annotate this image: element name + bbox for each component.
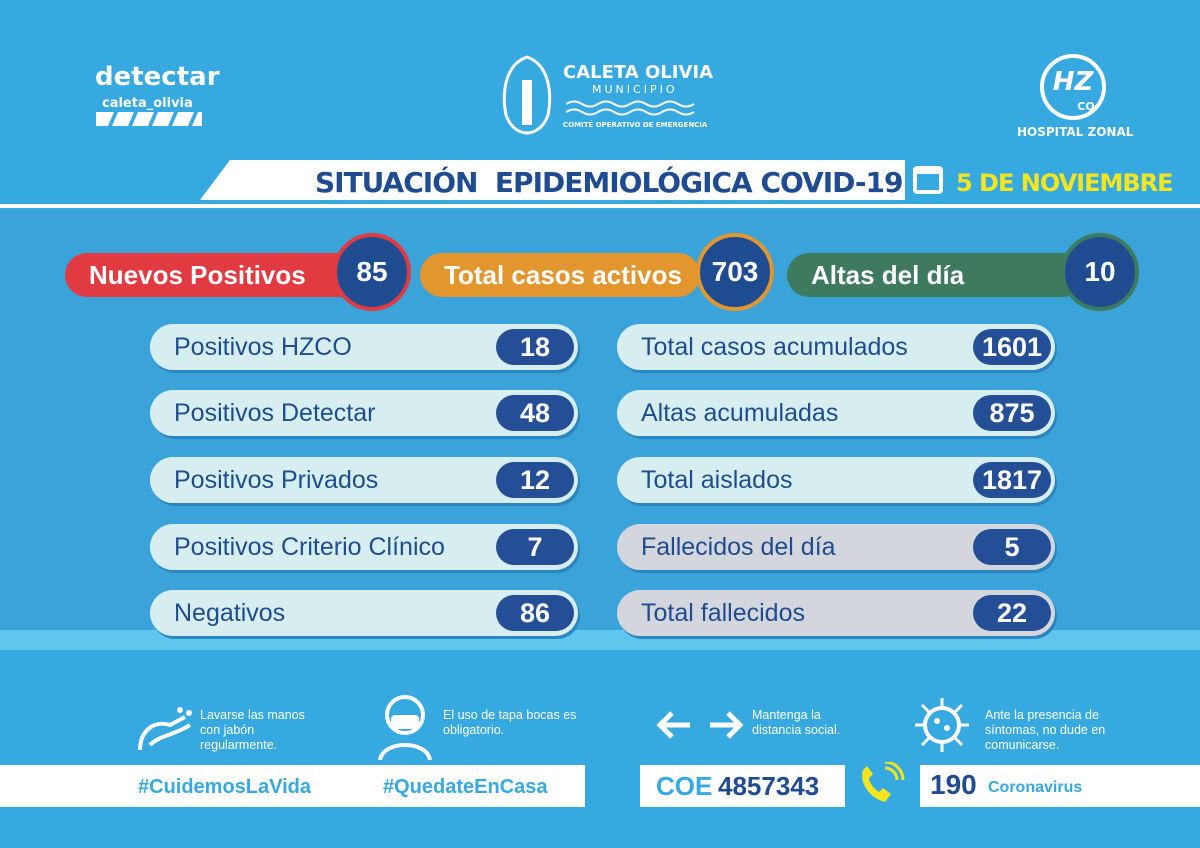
detectar-stripes <box>96 112 202 126</box>
municipio-title: CALETA OLIVIA <box>563 62 714 83</box>
highlight-value: 10 <box>1061 233 1139 311</box>
hands-icon <box>138 707 192 751</box>
highlight-label: Altas del día <box>787 253 1085 297</box>
stat-row: Fallecidos del día 5 <box>617 524 1055 570</box>
hospital-logo-sub: CO <box>1077 100 1094 113</box>
stat-row: Total aislados 1817 <box>617 457 1055 503</box>
mask-icon <box>378 695 432 760</box>
banner-title: SITUACIÓN EPIDEMIOLÓGICA COVID-19 <box>315 166 903 199</box>
hashtag: #QuedateEnCasa <box>383 776 548 798</box>
highlight-value: 85 <box>333 233 411 311</box>
tip-text: Lavarse las manos con jabón regularmente… <box>200 708 305 752</box>
hashtag-bar <box>0 765 585 807</box>
coe-number: 4857343 <box>718 771 820 801</box>
detectar-logo: detectar <box>95 62 220 92</box>
stat-row: Total casos acumulados 1601 <box>617 324 1055 370</box>
stat-value: 875 <box>973 395 1051 431</box>
coe-box <box>640 765 845 807</box>
stat-value: 48 <box>496 395 574 431</box>
detectar-sub: caleta_olivia <box>102 96 193 111</box>
coe-label: COE <box>656 771 713 801</box>
virus-icon <box>915 698 969 752</box>
hospital-logo-text: HZ <box>1053 67 1095 97</box>
stat-value: 12 <box>496 462 574 498</box>
stat-value: 5 <box>973 529 1051 565</box>
hospital-name: HOSPITAL ZONAL <box>1017 125 1134 139</box>
highlight-label: Nuevos Positivos <box>65 253 370 297</box>
stat-row: Total fallecidos 22 <box>617 590 1055 636</box>
stat-value: 86 <box>496 595 574 631</box>
highlight-value: 703 <box>696 233 774 311</box>
stat-row: Positivos Detectar 48 <box>150 390 578 436</box>
stat-row: Negativos 86 <box>150 590 578 636</box>
emergency-label: Coronavirus <box>988 779 1083 796</box>
stat-value: 18 <box>496 329 574 365</box>
waves <box>566 100 695 116</box>
emergency-number: 190 <box>930 769 977 800</box>
stat-value: 22 <box>973 595 1051 631</box>
stat-value: 1817 <box>973 462 1051 498</box>
emergency-box <box>920 765 1200 807</box>
hospital-logo: HZ CO <box>1040 54 1106 120</box>
phone-icon <box>862 762 905 802</box>
stat-row: Positivos Criterio Clínico 7 <box>150 524 578 570</box>
tip-text: El uso de tapa bocas es obligatorio. <box>443 708 577 737</box>
stat-row: Altas acumuladas 875 <box>617 390 1055 436</box>
stat-value: 1601 <box>973 329 1051 365</box>
highlight-label: Total casos activos <box>420 253 700 297</box>
distance-icon <box>656 711 744 739</box>
banner-bg <box>0 160 1200 208</box>
tip-text: Mantenga la distancia social. <box>752 708 841 737</box>
tip-text: Ante la presencia de síntomas, no dude e… <box>985 708 1106 752</box>
municipio-crest <box>502 55 552 135</box>
municipio-sub: MUNICIPIO <box>592 83 678 96</box>
banner-date: 5 DE NOVIEMBRE <box>956 169 1174 197</box>
committee: COMITÉ OPERATIVO DE EMERGENCIA <box>563 121 708 129</box>
stat-row: Positivos Privados 12 <box>150 457 578 503</box>
stat-value: 7 <box>496 529 574 565</box>
hashtag: #CuidemosLaVida <box>138 776 312 798</box>
stat-row: Positivos HZCO 18 <box>150 324 578 370</box>
